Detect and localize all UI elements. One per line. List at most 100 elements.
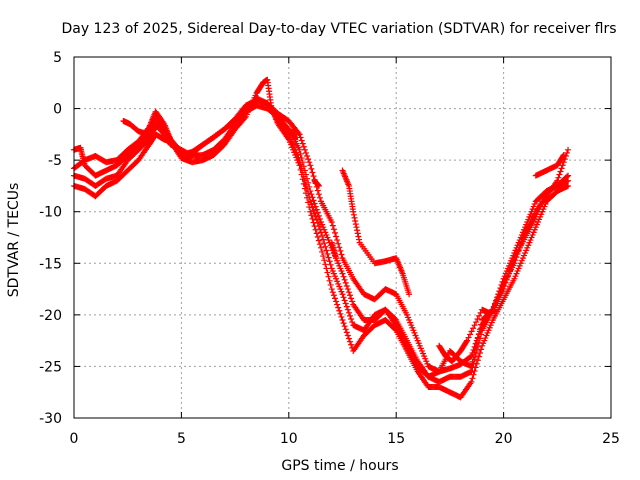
data-point-marker [310, 197, 317, 204]
data-point-marker [315, 182, 322, 189]
data-point-marker [292, 136, 299, 143]
data-point-marker [555, 174, 562, 181]
data-point-marker [309, 215, 316, 222]
data-point-marker [326, 277, 333, 284]
data-point-marker [323, 247, 330, 254]
data-point-marker [318, 244, 325, 251]
data-point-marker [314, 187, 321, 194]
data-point-marker [345, 335, 352, 342]
data-point-marker [302, 149, 309, 156]
data-point-marker [340, 273, 347, 280]
data-point-marker [352, 217, 359, 224]
data-point-marker [329, 222, 336, 229]
data-point-marker [476, 326, 483, 333]
data-point-marker [330, 226, 337, 233]
data-point-marker [349, 298, 356, 305]
data-point-marker [467, 331, 474, 338]
data-point-marker [323, 265, 330, 272]
data-point-marker [338, 313, 345, 320]
data-point-marker [338, 251, 345, 258]
data-point-marker [297, 134, 304, 141]
data-point-marker [334, 301, 341, 308]
data-point-marker [310, 207, 317, 214]
x-tick-label: 15 [387, 431, 405, 447]
data-point-marker [329, 289, 336, 296]
data-point-marker [352, 221, 359, 228]
data-point-marker [345, 289, 352, 296]
data-point-marker [343, 303, 350, 310]
data-point-marker [475, 353, 482, 360]
data-point-marker [515, 247, 522, 254]
data-point-marker [296, 131, 303, 138]
data-point-marker [478, 346, 485, 353]
data-point-marker [321, 240, 328, 247]
data-point-marker [333, 298, 340, 305]
data-point-marker [347, 312, 354, 319]
data-point-marker [331, 229, 338, 236]
data-point-marker [333, 233, 340, 240]
data-point-marker [296, 162, 303, 169]
data-point-marker [300, 173, 307, 180]
data-point-marker [473, 319, 480, 326]
y-tick-label: -30 [39, 411, 62, 427]
data-point-marker [471, 349, 478, 356]
data-point-marker [156, 121, 163, 128]
data-point-marker [472, 344, 479, 351]
data-point-marker [558, 165, 565, 172]
data-point-marker [468, 378, 475, 385]
data-point-marker [336, 307, 343, 314]
data-point-marker [354, 227, 361, 234]
data-point-marker [516, 244, 523, 251]
data-point-marker [298, 165, 305, 172]
data-point-marker [298, 137, 305, 144]
data-point-marker [349, 319, 356, 326]
data-point-marker [560, 153, 567, 160]
data-point-marker [342, 326, 349, 333]
data-point-marker [304, 186, 311, 193]
data-point-marker [469, 375, 476, 382]
data-point-marker [557, 168, 564, 175]
data-point-marker [348, 315, 355, 322]
data-point-marker [512, 257, 519, 264]
data-point-marker [565, 146, 572, 153]
data-point-marker [335, 304, 342, 311]
data-point-marker [331, 295, 338, 302]
data-point-marker [301, 177, 308, 184]
data-point-marker [513, 254, 520, 261]
data-point-marker [464, 337, 471, 344]
data-point-marker [309, 169, 316, 176]
data-point-marker [333, 255, 340, 262]
y-tick-label: 0 [53, 102, 62, 118]
data-point-marker [563, 149, 570, 156]
data-point-marker [311, 200, 318, 207]
data-point-marker [471, 368, 478, 375]
data-point-marker [296, 157, 303, 164]
data-point-marker [343, 282, 350, 289]
data-point-marker [348, 295, 355, 302]
data-point-marker [337, 310, 344, 317]
data-point-marker [342, 279, 349, 286]
data-point-marker [473, 360, 480, 367]
data-point-marker [330, 292, 337, 299]
data-point-marker [565, 177, 572, 184]
data-point-marker [355, 233, 362, 240]
chart-title: Day 123 of 2025, Sidereal Day-to-day VTE… [61, 21, 616, 37]
data-point-marker [241, 115, 248, 122]
data-point-marker [559, 162, 566, 169]
data-point-marker [350, 211, 357, 218]
x-tick-label: 25 [602, 431, 620, 447]
data-point-marker [308, 212, 315, 219]
data-point-marker [463, 338, 470, 345]
data-point-marker [356, 236, 363, 243]
data-point-marker [470, 325, 477, 332]
data-point-marker [306, 194, 313, 201]
data-point-marker [313, 206, 320, 213]
data-point-marker [344, 286, 351, 293]
data-point-marker [308, 165, 315, 172]
data-point-marker [565, 172, 572, 179]
data-point-marker [342, 300, 349, 307]
data-point-marker [324, 269, 331, 276]
data-point-marker [313, 230, 320, 237]
data-point-marker [514, 251, 521, 258]
